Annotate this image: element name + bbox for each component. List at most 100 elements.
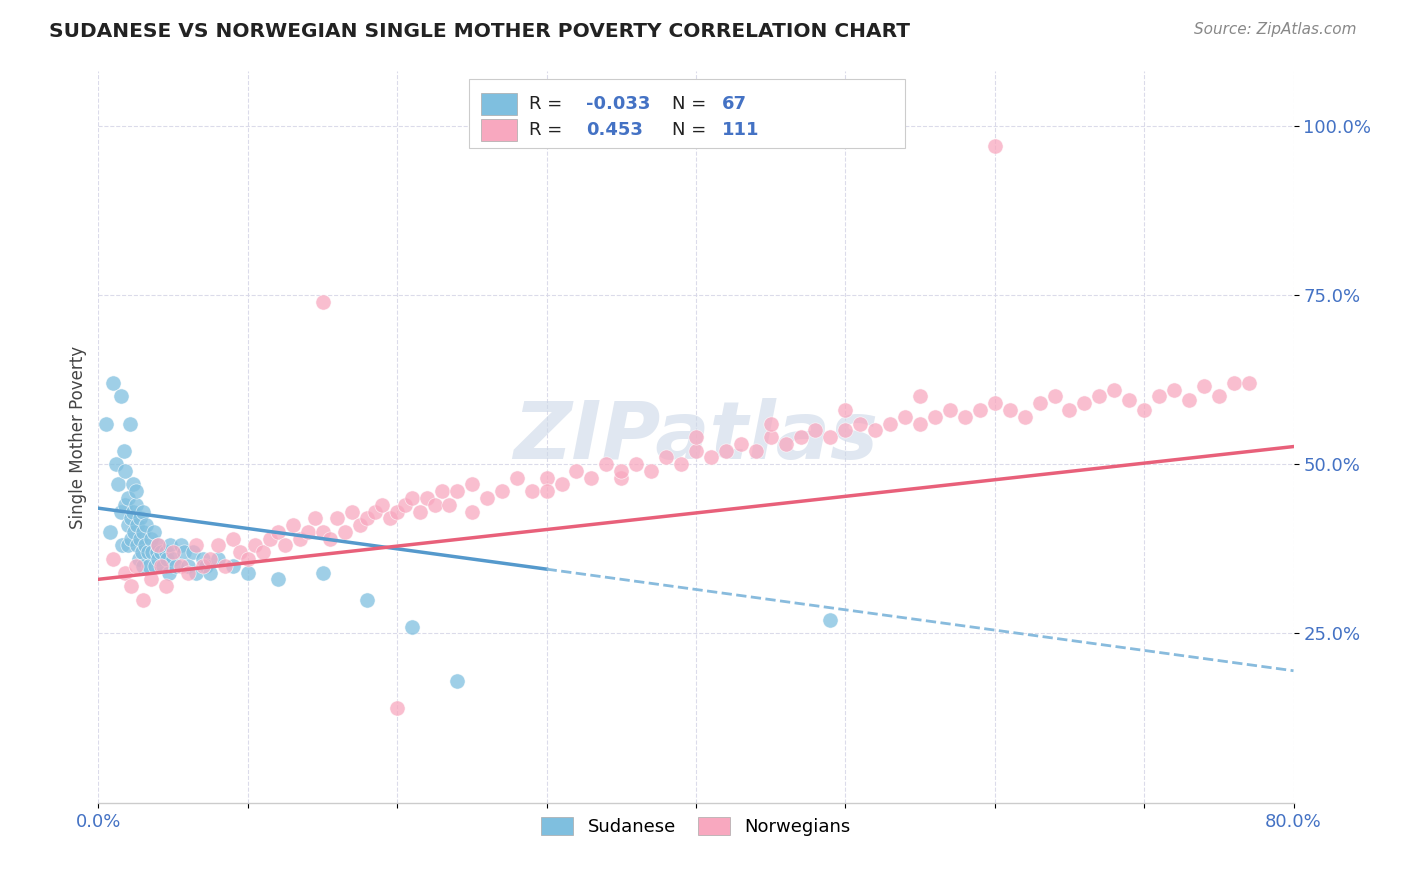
Point [103,552,125,566]
Point [184,566,207,580]
Point [581,471,603,485]
Text: 111: 111 [723,121,759,139]
Point [1088,389,1111,403]
Point [267,524,290,539]
Point [1059,403,1081,417]
Point [730,437,752,451]
Point [461,477,484,491]
Point [156,552,179,566]
Point [416,491,439,505]
Point [229,545,252,559]
Point [94,417,117,431]
Point [745,443,768,458]
Point [177,558,200,573]
Point [128,552,150,566]
Point [849,417,872,431]
Point [969,403,991,417]
Point [924,409,946,424]
Point [125,484,148,499]
Point [446,673,468,688]
Point [655,450,678,465]
Point [267,572,290,586]
Point [191,558,214,573]
Point [148,538,170,552]
Point [181,545,204,559]
Point [685,430,707,444]
Point [984,139,1007,153]
Text: R =: R = [529,95,568,113]
Y-axis label: Single Mother Poverty: Single Mother Poverty [69,345,87,529]
Point [117,518,139,533]
Point [150,558,173,573]
Point [132,558,155,573]
Text: 67: 67 [723,95,747,113]
Point [120,579,142,593]
Point [385,505,409,519]
Point [520,484,543,499]
Point [152,558,174,573]
Point [953,409,976,424]
Point [200,552,222,566]
Point [142,524,165,539]
Text: R =: R = [529,121,568,139]
Point [103,376,125,390]
Point [820,430,842,444]
Point [162,545,184,559]
Point [595,457,617,471]
Point [311,566,333,580]
Point [894,409,917,424]
Point [565,464,588,478]
Point [356,592,378,607]
Point [121,477,143,491]
Point [685,443,707,458]
Point [1118,392,1140,407]
Point [129,532,152,546]
Point [169,538,191,552]
Point [342,505,364,519]
Point [288,532,311,546]
Point [145,545,167,559]
Point [138,558,160,573]
Point [984,396,1007,410]
Point [394,498,416,512]
Point [110,505,132,519]
Point [820,613,842,627]
Point [127,518,149,533]
Point [169,558,191,573]
Point [319,532,342,546]
Point [371,498,394,512]
Point [155,545,177,559]
Point [117,538,139,552]
Point [423,498,446,512]
Point [311,294,333,309]
Point [245,538,267,552]
Point [222,558,245,573]
Point [252,545,274,559]
Point [134,538,156,552]
Point [378,511,401,525]
Point [669,457,692,471]
Point [155,579,177,593]
Point [114,566,136,580]
Point [1104,383,1126,397]
Point [1223,376,1246,390]
Point [118,417,141,431]
Point [475,491,498,505]
Point [120,511,142,525]
Point [333,524,356,539]
Point [439,498,461,512]
Point [408,505,430,519]
Point [865,423,887,437]
Point [124,524,146,539]
Point [908,417,931,431]
Point [759,430,782,444]
Point [98,524,122,539]
Point [132,592,155,607]
Point [236,552,259,566]
Point [214,558,236,573]
Point [195,558,218,573]
Point [117,491,139,505]
Point [159,538,181,552]
Point [184,538,207,552]
Point [173,545,195,559]
